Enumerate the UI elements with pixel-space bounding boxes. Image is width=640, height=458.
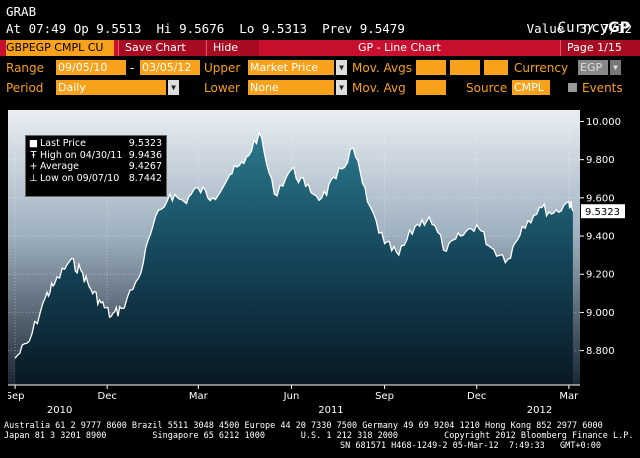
low-marker-icon: ⊥ xyxy=(29,172,38,184)
currency-dropdown-icon[interactable]: ▼ xyxy=(610,60,621,75)
legend-high-label: High on 04/30/11 xyxy=(40,149,123,161)
period-select[interactable]: Daily xyxy=(56,80,166,95)
lower-mov-avg-field[interactable] xyxy=(416,80,446,95)
mov-avgs-label: Mov. Avgs xyxy=(352,61,412,75)
legend-high: Ŧ High on 04/30/11 9.9436 xyxy=(26,150,166,162)
average-marker-icon: + xyxy=(29,161,38,172)
upper-select[interactable]: Market Price xyxy=(248,60,334,75)
y-tick-label: 9.000 xyxy=(586,308,615,319)
page-indicator[interactable]: Page 1/15 xyxy=(560,40,640,56)
security-type-label: Curncy xyxy=(557,20,609,36)
mov-avg-field-2[interactable] xyxy=(450,60,480,75)
events-label: Events xyxy=(582,81,623,95)
period-label: Period xyxy=(6,81,44,95)
last-price-tag xyxy=(581,204,625,219)
x-tick-label: Mar xyxy=(559,391,579,402)
function-title: GRAB xyxy=(6,4,37,19)
x-tick-label: Sep xyxy=(375,391,394,402)
x-tick-label: Jun xyxy=(283,391,300,402)
source-field[interactable]: CMPL xyxy=(512,80,550,95)
y-tick-label: 9.400 xyxy=(586,232,615,243)
upper-label: Upper xyxy=(204,61,241,75)
y-axis: 8.800 9.000 9.200 9.400 9.600 9.800 10.000 xyxy=(580,117,621,357)
square-icon: ■ xyxy=(29,138,38,149)
save-chart-button[interactable]: Save Chart xyxy=(118,40,205,56)
range-to-field[interactable]: 03/05/12 xyxy=(140,60,200,75)
price-line xyxy=(14,131,574,359)
range-separator: - xyxy=(130,61,135,75)
mov-avg-field-3[interactable] xyxy=(484,60,508,75)
legend-average: + Average 9.4267 xyxy=(26,161,166,173)
lower-label: Lower xyxy=(204,81,240,95)
hide-button[interactable]: Hide xyxy=(206,40,259,56)
legend-average-value: 9.4267 xyxy=(128,161,162,172)
legend-low-label: Low on 09/07/10 xyxy=(40,172,120,184)
security-type: CurncyGP xyxy=(541,4,630,36)
chart-legend: ■ Last Price 9.5323 Ŧ High on 04/30/11 9… xyxy=(25,135,167,197)
mov-avg-field-1[interactable] xyxy=(416,60,446,75)
y-tick-label: 10.000 xyxy=(586,117,621,128)
last-price-marker: 9.5323 xyxy=(581,204,625,219)
legend-low: ⊥ Low on 09/07/10 8.7442 xyxy=(26,173,166,185)
range-from-field[interactable]: 09/05/10 xyxy=(56,60,126,75)
price-chart: 8.800 9.000 9.200 9.400 9.600 9.800 10.000 Sep… xyxy=(8,110,625,416)
range-label: Range xyxy=(6,61,45,75)
legend-average-label: Average xyxy=(40,161,80,172)
x-year-label: 2010 xyxy=(47,405,72,416)
chart-title: GP - Line Chart xyxy=(358,41,441,54)
value-date: Value 3/ 7/12 xyxy=(526,21,632,36)
ticker-field[interactable]: GBPEGP CMPL CU xyxy=(6,40,114,56)
period-dropdown-icon[interactable]: ▼ xyxy=(168,80,179,95)
upper-dropdown-icon[interactable]: ▼ xyxy=(336,60,347,75)
source-label: Source xyxy=(466,81,508,95)
lower-dropdown-icon[interactable]: ▼ xyxy=(336,80,347,95)
x-axis: Sep Dec Mar Jun Sep Dec Mar 2010 2011 2012 xyxy=(8,384,580,416)
x-year-label: 2012 xyxy=(527,405,552,416)
legend-last-price-value: 9.5323 xyxy=(128,138,162,149)
legend-low-value: 8.7442 xyxy=(128,172,162,184)
legend-last-price: ■ Last Price 9.5323 xyxy=(26,138,166,150)
high-marker-icon: Ŧ xyxy=(30,149,37,161)
y-tick-label: 9.600 xyxy=(586,193,615,204)
legend-last-price-label: Last Price xyxy=(40,138,86,149)
currency-select[interactable]: EGP xyxy=(578,60,608,75)
y-tick-label: 8.800 xyxy=(586,346,615,357)
x-tick-label: Mar xyxy=(189,391,209,402)
events-checkbox[interactable] xyxy=(568,83,577,92)
x-tick-label: Dec xyxy=(98,391,117,402)
function-code: GP xyxy=(608,20,630,36)
footer-session: SN 681571 H468-1249-2 05-Mar-12 7:49:33 … xyxy=(340,441,601,451)
legend-high-value: 9.9436 xyxy=(128,149,162,161)
currency-label: Currency xyxy=(514,61,569,75)
mov-avg-label: Mov. Avg xyxy=(352,81,406,95)
quote-line: At 07:49 Op 9.5513 Hi 9.5676 Lo 9.5313 P… xyxy=(6,21,405,36)
function-toolbar: GBPEGP CMPL CU Save Chart Hide GP - Line… xyxy=(0,40,640,56)
last-price-tag-label: 9.5323 xyxy=(585,207,620,218)
y-tick-label: 9.200 xyxy=(586,270,615,281)
footer-contacts-1: Australia 61 2 9777 8600 Brazil 5511 304… xyxy=(4,421,603,431)
lower-select[interactable]: None xyxy=(248,80,334,95)
x-tick-label: Dec xyxy=(467,391,486,402)
x-year-label: 2011 xyxy=(318,405,343,416)
y-tick-label: 9.800 xyxy=(586,155,615,166)
x-tick-label: Sep xyxy=(8,391,25,402)
footer-contacts-2: Japan 81 3 3201 8900 Singapore 65 6212 1… xyxy=(4,431,634,441)
price-area xyxy=(15,132,573,385)
